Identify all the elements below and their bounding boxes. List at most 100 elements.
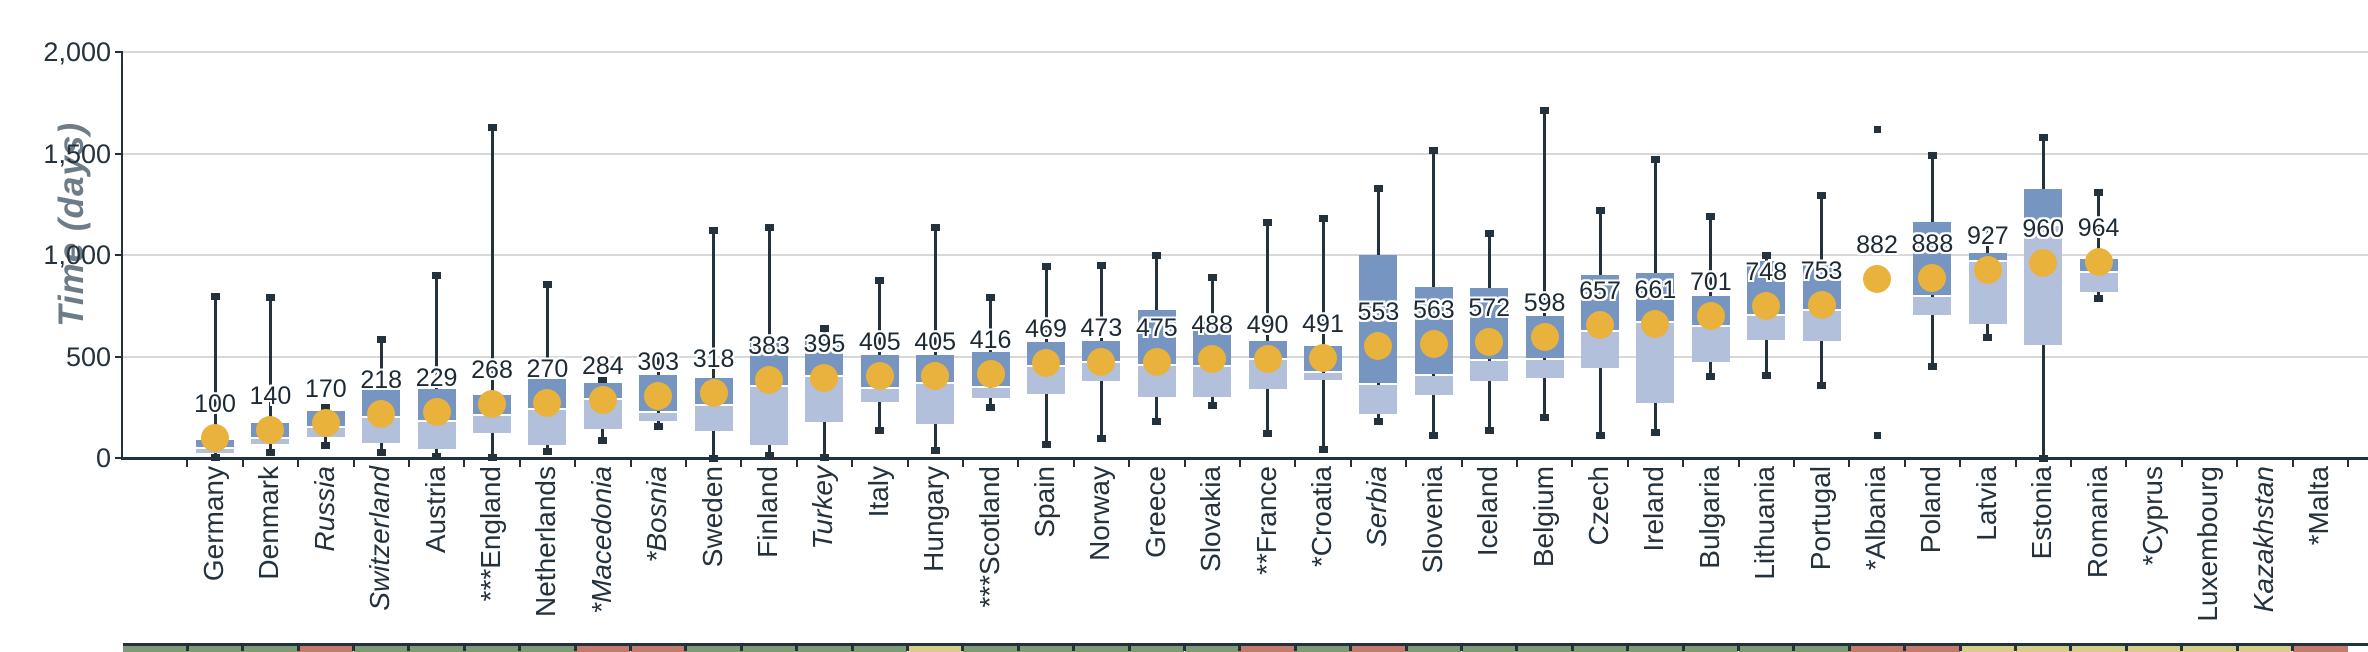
whisker-cap-low — [376, 448, 386, 456]
whisker-cap-high — [819, 325, 829, 333]
mean-dot-Switzerland — [367, 399, 396, 428]
box-lower-Estonia — [2024, 225, 2063, 346]
x-axis-tick — [1571, 460, 1574, 467]
x-axis-tick — [851, 460, 854, 467]
box-lower-***Scotland — [971, 387, 1010, 399]
whisker-cap-low — [930, 446, 940, 454]
y-axis-line — [121, 52, 123, 460]
x-axis-tick — [463, 460, 466, 467]
mean-dot-Russia — [311, 409, 340, 438]
mean-value-label: 100 — [194, 389, 236, 418]
strip-tick — [2235, 643, 2239, 651]
strip-cell-Greece — [1129, 646, 1185, 652]
x-axis-tick — [906, 460, 909, 467]
whisker-cap-low — [1540, 414, 1550, 422]
x-axis-tick — [1460, 460, 1463, 467]
strip-cell-Turkey — [796, 646, 853, 652]
mean-dot-**France — [1253, 344, 1282, 373]
gridline-500 — [123, 355, 2368, 358]
whisker-cap-low — [764, 451, 774, 459]
whisker-cap-high — [487, 124, 497, 132]
whisker-cap-low — [1983, 334, 1993, 342]
x-axis-tick — [518, 460, 521, 467]
mean-value-label: 170 — [304, 375, 347, 404]
whisker-cap-high — [1263, 218, 1273, 226]
mean-value-label: 284 — [581, 352, 624, 381]
whisker-cap-low — [653, 422, 663, 430]
x-axis-tick — [1183, 460, 1186, 467]
x-label-Ireland: Ireland — [1638, 466, 1670, 552]
mean-dot-Poland — [1918, 263, 1947, 292]
mean-dot-Hungary — [921, 361, 950, 390]
y-tick-label: 2,000 — [43, 37, 111, 67]
whisker-cap-low — [819, 453, 829, 461]
mean-dot-Austria — [422, 397, 451, 426]
x-axis-tick — [1072, 460, 1075, 467]
table-top-border — [123, 643, 2368, 646]
y-axis-tick — [115, 51, 123, 53]
whisker-Italy — [878, 280, 882, 430]
whisker-cap-low — [1484, 426, 1494, 434]
whisker-cap-low — [1706, 372, 1716, 380]
whisker-cap-high — [321, 404, 331, 412]
y-tick-label: 1,500 — [43, 138, 111, 169]
mean-dot-Norway — [1087, 347, 1116, 376]
x-label-Bulgaria: Bulgaria — [1693, 466, 1725, 569]
mean-dot-Denmark — [256, 415, 285, 444]
strip-tick — [684, 643, 688, 651]
mean-value-label: 268 — [471, 355, 513, 384]
whisker-cap-low — [1595, 431, 1605, 439]
box-lower-Bulgaria — [1691, 327, 1730, 362]
whisker-cap-low — [598, 436, 608, 444]
box-lower-Austria — [417, 422, 456, 449]
strip-cell-Romania — [2070, 646, 2127, 652]
x-label-Hungary: Hungary — [918, 466, 950, 572]
mean-value-label: 553 — [1357, 297, 1400, 326]
strip-cell-Denmark — [242, 646, 299, 652]
mean-value-label: 469 — [1025, 314, 1067, 343]
y-axis-tick — [115, 254, 123, 256]
x-label-Russia: Russia — [308, 466, 340, 552]
strip-tick — [1958, 643, 1962, 651]
x-label-*Croatia: *Croatia — [1306, 466, 1337, 568]
y-tick-label: 0 — [95, 443, 111, 473]
whisker-cap-high — [1650, 155, 1660, 163]
strip-cell-*Macedonia — [575, 646, 631, 652]
x-label-*Albania: *Albania — [1860, 466, 1891, 571]
strip-cell-Kazakhstan — [2237, 646, 2293, 652]
x-axis-tick — [186, 460, 189, 467]
whisker-cap-high — [1429, 147, 1439, 155]
box-lower-Belgium — [1525, 359, 1564, 378]
whisker-cap-low — [709, 455, 719, 462]
whisker-cap-low — [542, 447, 552, 455]
mean-dot-Slovakia — [1198, 344, 1227, 373]
x-label-Slovenia: Slovenia — [1416, 466, 1448, 574]
x-axis-tick — [2236, 460, 2239, 467]
mean-dot-*Macedonia — [588, 386, 617, 415]
outlier-marker-*Albania — [1873, 125, 1881, 133]
strip-cell-Italy — [852, 646, 908, 652]
x-label-*Cyprus: *Cyprus — [2137, 466, 2168, 566]
x-label-Denmark: Denmark — [253, 466, 285, 580]
x-axis-tick — [1626, 460, 1629, 467]
whisker-cap-high — [709, 226, 719, 234]
x-label-Germany: Germany — [198, 466, 229, 582]
whisker-cap-high — [598, 376, 608, 384]
x-axis-tick — [1903, 460, 1906, 467]
x-label-Norway: Norway — [1084, 466, 1116, 561]
box-lower-Iceland — [1470, 360, 1509, 381]
x-label-Netherlands: Netherlands — [530, 466, 562, 617]
x-axis-tick — [1017, 460, 1020, 467]
strip-cell-Spain — [1018, 646, 1074, 652]
x-axis-tick — [2180, 460, 2183, 467]
whisker-cap-low — [875, 426, 885, 434]
whisker-cap-high — [1373, 185, 1383, 192]
x-axis-tick — [1682, 460, 1685, 467]
whisker-Germany — [213, 295, 217, 457]
strip-tick — [1293, 643, 1297, 651]
x-label-Poland: Poland — [1915, 466, 1947, 554]
strip-tick — [1460, 643, 1463, 651]
x-label-*Malta: *Malta — [2303, 466, 2335, 546]
whisker-Netherlands — [545, 284, 549, 451]
mean-value-label: 960 — [2022, 215, 2065, 244]
